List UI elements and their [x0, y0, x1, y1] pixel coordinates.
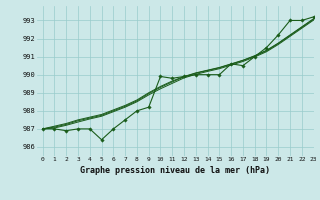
X-axis label: Graphe pression niveau de la mer (hPa): Graphe pression niveau de la mer (hPa) — [80, 166, 270, 175]
